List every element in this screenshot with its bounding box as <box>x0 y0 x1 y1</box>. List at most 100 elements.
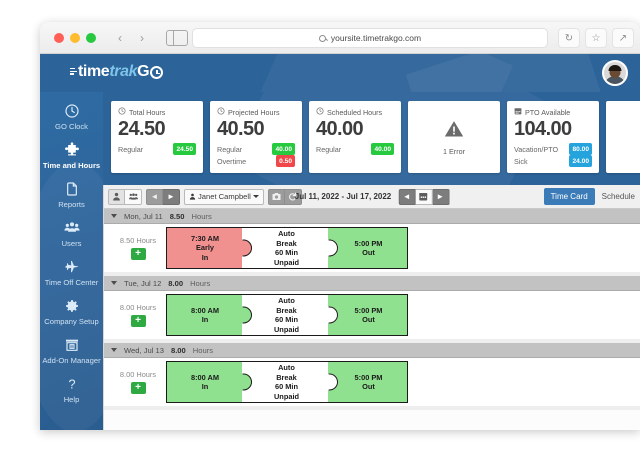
bookmark-star-icon[interactable]: ☆ <box>585 28 607 48</box>
day-header[interactable]: Tue, Jul 12 8.00 Hours <box>104 276 640 291</box>
add-punch-button[interactable]: + <box>130 382 146 394</box>
maximize-window-button[interactable] <box>86 32 96 43</box>
card-title-text: Total Hours <box>129 107 166 117</box>
tab-schedule[interactable]: Schedule <box>601 192 635 201</box>
card-breakdown-row: Vacation/PTO 80.00 <box>514 143 592 155</box>
card-title: PTO Available <box>514 107 592 117</box>
reload-icon[interactable]: ↻ <box>558 28 580 48</box>
chevron-down-icon[interactable] <box>111 214 117 218</box>
next-employee-button[interactable]: ► <box>163 188 180 205</box>
breakdown-label: Regular <box>118 144 144 154</box>
day-header[interactable]: Mon, Jul 11 8.50 Hours <box>104 209 640 224</box>
punch-text-line: 7:30 AM <box>190 233 220 243</box>
card-title: Projected Hours <box>217 107 295 117</box>
sidebar-item-users[interactable]: Users <box>40 215 103 254</box>
punch-text-line: Unpaid <box>273 257 300 267</box>
summary-cards-strip: Total Hours 24.50 Regular 24.50 Projected Ho… <box>103 92 640 185</box>
next-week-button[interactable]: ► <box>432 188 450 205</box>
punch-piece-out[interactable]: 5:00 PM Out <box>328 361 408 403</box>
url-text: yoursite.timetrakgo.com <box>330 33 422 43</box>
day-row-hours: 8.00 Hours <box>119 370 157 379</box>
timecard-panel: ◄ ► Janet Campbell <box>103 185 640 430</box>
minimize-window-button[interactable] <box>70 32 80 43</box>
sidebar-item-add-on-manager[interactable]: Add-On Manager <box>40 332 103 371</box>
sidebar-item-label: Reports <box>58 200 85 209</box>
error-count-label: 1 Error <box>443 147 465 156</box>
card-title-text: Scheduled Hours <box>327 107 383 117</box>
date-range-text: Jul 11, 2022 - Jul 17, 2022 <box>294 192 392 201</box>
employee-selector-dropdown[interactable]: Janet Campbell <box>184 188 264 205</box>
punch-piece-in[interactable]: 8:00 AM In <box>166 361 252 403</box>
sidebar-item-go-clock[interactable]: GO Clock <box>40 98 103 137</box>
group-employee-view-button[interactable] <box>125 188 142 205</box>
share-icon[interactable]: ↗ <box>612 28 634 48</box>
calendar-icon <box>514 107 522 117</box>
sidebar-item-time-and-hours[interactable]: Time and Hours <box>40 137 103 176</box>
svg-text:?: ? <box>68 378 75 392</box>
clock-icon <box>316 107 324 117</box>
timetrakgo-logo[interactable]: time trak G <box>70 63 164 81</box>
logo-word-go: G <box>137 63 150 80</box>
employee-name: Janet Campbell <box>198 192 251 201</box>
day-row: 8.50 Hours +7:30 AM Early In Auto Break 60 Min… <box>104 224 640 276</box>
previous-employee-button[interactable]: ◄ <box>146 188 163 205</box>
day-row-summary: 8.00 Hours + <box>110 370 166 394</box>
punch-piece-in[interactable]: 8:00 AM In <box>166 294 252 336</box>
breakdown-label: Sick <box>514 156 528 166</box>
day-header[interactable]: Wed, Jul 13 8.00 Hours <box>104 343 640 358</box>
sidebar-item-reports[interactable]: Reports <box>40 176 103 215</box>
sidebar-toggle-icon[interactable] <box>166 29 188 46</box>
logo-word-trak: trak <box>109 63 138 80</box>
previous-week-button[interactable]: ◄ <box>398 188 416 205</box>
app-body: GO Clock Time and Hours Reports Users Time O… <box>40 92 640 430</box>
punch-piece-break[interactable]: Auto Break 60 Min Unpaid <box>242 227 338 269</box>
add-punch-button[interactable]: + <box>130 315 146 327</box>
punch-piece-in[interactable]: 7:30 AM Early In <box>166 227 252 269</box>
punch-text-line: Break <box>276 238 297 248</box>
punch-text-line: 60 Min <box>275 248 298 257</box>
day-total-hours: 8.00 <box>170 345 186 355</box>
card-breakdown-rows: Vacation/PTO 80.00 Sick 24.00 <box>514 143 592 167</box>
refresh-icon[interactable] <box>284 188 302 205</box>
breakdown-value-badge: 0.50 <box>276 155 295 167</box>
forward-button[interactable]: › <box>140 30 144 45</box>
day-label: Mon, Jul 11 <box>124 211 163 221</box>
sidebar-item-time-off-center[interactable]: Time Off Center <box>40 254 103 293</box>
sidebar-item-company-setup[interactable]: Company Setup <box>40 293 103 332</box>
tab-time-card[interactable]: Time Card <box>543 188 595 205</box>
document-icon <box>64 181 80 197</box>
chevron-down-icon[interactable] <box>111 281 117 285</box>
punch-text-line: 60 Min <box>275 382 298 391</box>
breakdown-value-badge: 24.50 <box>173 143 196 155</box>
breakdown-value-badge: 24.00 <box>569 155 592 167</box>
day-row: 8.00 Hours +8:00 AM In Auto Break 60 Min Unpai… <box>104 358 640 410</box>
calendar-picker-button[interactable] <box>415 188 433 205</box>
address-bar[interactable]: yoursite.timetrakgo.com <box>192 28 548 48</box>
chevron-down-icon[interactable] <box>111 348 117 352</box>
breakdown-label: Overtime <box>217 156 247 166</box>
back-button[interactable]: ‹ <box>118 30 122 45</box>
punch-text-line: In <box>201 315 209 324</box>
punch-piece-out[interactable]: 5:00 PM Out <box>328 227 408 269</box>
error-card-content: 1 Error <box>415 107 493 168</box>
punch-piece-out[interactable]: 5:00 PM Out <box>328 294 408 336</box>
time-off-summary-card: 0 Tim <box>606 101 640 173</box>
punch-piece-break[interactable]: Auto Break 60 Min Unpaid <box>242 294 338 336</box>
add-punch-button[interactable]: + <box>130 248 146 260</box>
puzzle-icon <box>64 142 80 158</box>
punch-piece-break[interactable]: Auto Break 60 Min Unpaid <box>242 361 338 403</box>
sidebar-item-label: Help <box>63 395 80 404</box>
sidebar-item-label: Time and Hours <box>42 161 101 170</box>
close-window-button[interactable] <box>54 32 64 43</box>
sidebar-item-help[interactable]: ? Help <box>40 371 103 410</box>
application-root: time trak G GO Clock Time and Hours Reports U… <box>40 54 640 430</box>
card-breakdown-row: Regular 40.00 <box>316 143 394 155</box>
avatar[interactable] <box>602 60 628 86</box>
card-breakdown-rows: Regular 40.00 <box>316 143 394 155</box>
timecard-toolbar: ◄ ► Janet Campbell <box>104 185 640 209</box>
camera-icon[interactable] <box>267 188 285 205</box>
single-employee-view-button[interactable] <box>108 188 125 205</box>
calendar-icon <box>419 193 428 201</box>
breakdown-value-badge: 40.00 <box>272 143 295 155</box>
day-label: Wed, Jul 13 <box>124 345 164 355</box>
